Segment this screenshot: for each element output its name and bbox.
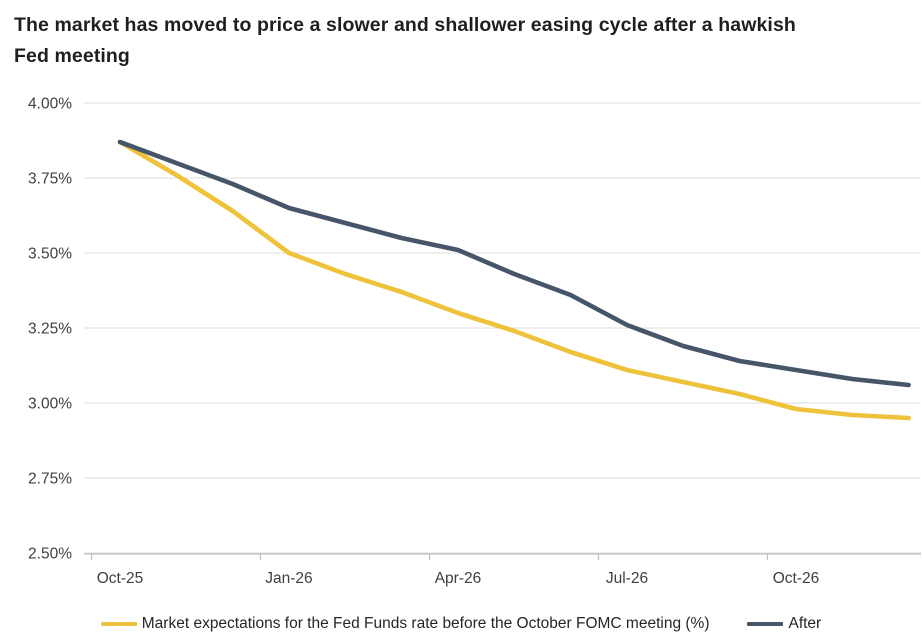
legend-label-after: After xyxy=(788,615,822,632)
x-tick-label: Oct-25 xyxy=(97,570,144,587)
chart-title: The market has moved to price a slower a… xyxy=(14,14,796,67)
x-tick-label: Jan-26 xyxy=(265,570,312,587)
x-tick-label: Oct-26 xyxy=(773,570,820,587)
y-tick-label: 4.00% xyxy=(28,96,72,113)
legend-item-after: After xyxy=(747,615,821,633)
legend-label-before: Market expectations for the Fed Funds ra… xyxy=(141,615,710,632)
x-tick-label: Jul-26 xyxy=(606,570,648,587)
legend-swatch-after xyxy=(747,622,784,626)
x-tick-label: Apr-26 xyxy=(435,570,482,587)
y-tick-label: 2.50% xyxy=(28,546,72,563)
y-tick-label: 3.00% xyxy=(28,396,72,413)
y-tick-label: 3.25% xyxy=(28,321,72,338)
y-tick-label: 2.75% xyxy=(28,471,72,488)
y-tick-label: 3.75% xyxy=(28,171,72,188)
series-line-before xyxy=(117,139,911,421)
chart-legend: Market expectations for the Fed Funds ra… xyxy=(0,609,922,639)
y-tick-label: 3.50% xyxy=(28,246,72,263)
legend-swatch-before xyxy=(100,622,137,626)
legend-item-before: Market expectations for the Fed Funds ra… xyxy=(100,615,710,633)
series-line-after xyxy=(117,139,911,388)
